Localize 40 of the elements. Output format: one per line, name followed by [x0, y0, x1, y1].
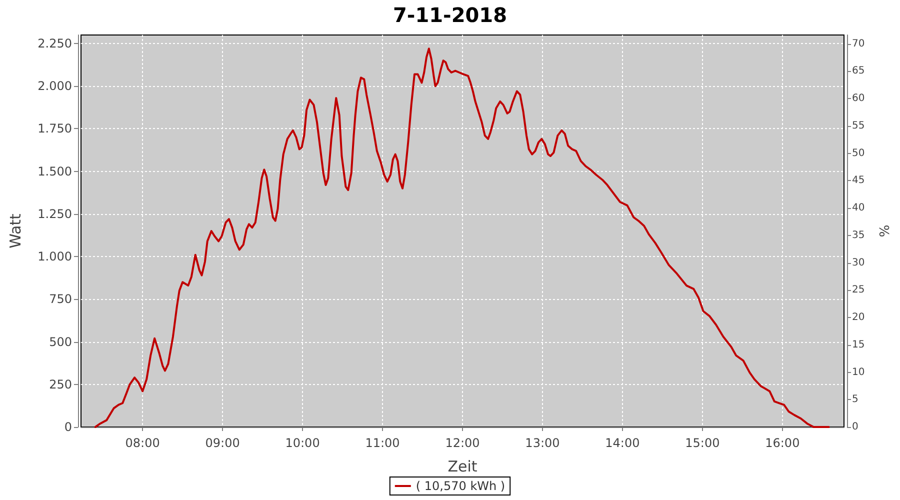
y-tick-label: 750: [49, 292, 72, 306]
y-tick-label: 2.250: [38, 36, 72, 51]
y2-tick-label: 35: [852, 230, 865, 241]
y2-tick-label: 70: [852, 38, 865, 50]
y2-tick-label: 45: [852, 175, 865, 186]
y2-tick-label: 10: [852, 366, 865, 378]
x-tick-label: 13:00: [525, 436, 560, 450]
y2-tick-label: 65: [852, 66, 865, 77]
y-tick-label: 1.250: [38, 206, 72, 221]
y-tick-label: 2.000: [38, 79, 72, 94]
y2-tick-label: 40: [852, 202, 865, 214]
y2-tick-label: 30: [852, 257, 865, 268]
line-series: [94, 48, 830, 428]
y-tick-label: 0: [64, 420, 72, 434]
y2-tick-label: 60: [852, 93, 865, 104]
y2-tick-label: 0: [852, 422, 858, 432]
y2-tick-label: 25: [852, 284, 865, 296]
y-tick-label: 250: [49, 377, 72, 392]
x-tick-label: 15:00: [685, 436, 720, 450]
x-tick-label: 10:00: [285, 436, 320, 450]
y2-tick-label: 50: [852, 148, 865, 159]
y-tick-label: 500: [49, 334, 72, 349]
y-axis-title: Watt: [6, 213, 24, 248]
y2-tick-label: 55: [852, 120, 865, 132]
y-tick-label: 1.000: [38, 250, 72, 264]
chart-title: 7-11-2018: [392, 3, 508, 27]
legend-label: ( 10,570 kWh ): [416, 479, 506, 493]
y2-tick-label: 5: [852, 394, 858, 406]
x-tick-label: 08:00: [125, 436, 160, 450]
y-tick-label: 1.750: [38, 122, 72, 136]
x-tick-label: 14:00: [605, 436, 640, 450]
x-tick-label: 11:00: [365, 436, 400, 450]
x-axis-title: Zeit: [448, 458, 478, 476]
y-tick-label: 1.500: [38, 164, 72, 178]
x-tick-label: 12:00: [445, 436, 480, 450]
x-tick-label: 09:00: [205, 436, 240, 450]
x-tick-label: 16:00: [765, 436, 800, 450]
y2-tick-label: 20: [852, 312, 865, 324]
y2-tick-label: 15: [852, 339, 865, 350]
y2-axis-title: %: [878, 224, 893, 238]
